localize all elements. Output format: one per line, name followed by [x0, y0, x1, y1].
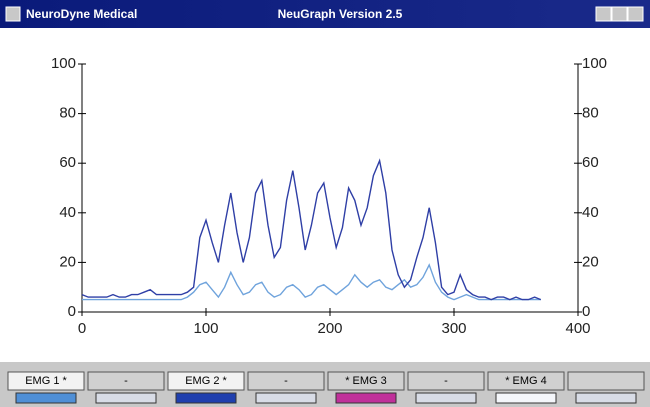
title-bar — [0, 0, 650, 28]
tab[interactable] — [407, 371, 485, 391]
plot: 0 20 40 60 80 100 0 20 40 60 80 100 0 100 200 300 400 — [51, 55, 607, 337]
y-tick-label: 80 — [59, 105, 76, 122]
color-swatch[interactable] — [415, 392, 477, 404]
y2-tick-label: 40 — [582, 204, 599, 221]
color-swatch[interactable] — [15, 392, 77, 404]
color-swatch[interactable] — [175, 392, 237, 404]
tab-label: - — [444, 375, 448, 387]
color-swatch[interactable] — [95, 392, 157, 404]
tab[interactable] — [327, 371, 405, 391]
y-tick-label: 60 — [59, 154, 76, 171]
y2-tick-label: 60 — [582, 154, 599, 171]
tab-label: * EMG 4 — [505, 375, 547, 387]
y-tick-label: 0 — [68, 303, 76, 320]
tab[interactable] — [567, 371, 645, 391]
maximize-button[interactable] — [611, 6, 628, 22]
tab[interactable] — [87, 371, 165, 391]
x-tick-label: 100 — [193, 320, 218, 337]
app-icon — [5, 6, 21, 22]
close-button[interactable] — [627, 6, 644, 22]
y-tick-label: 20 — [59, 253, 76, 270]
color-swatch[interactable] — [255, 392, 317, 404]
tab-label: - — [124, 375, 128, 387]
series-line — [82, 263, 541, 301]
y2-tick-label: 100 — [582, 55, 607, 72]
tab[interactable] — [7, 371, 85, 391]
tab-label: * EMG 3 — [345, 375, 387, 387]
tab-label: EMG 1 * — [25, 375, 67, 387]
tabs: EMG 1 * - EMG 2 * - * EMG 3 - * EMG 4 — [7, 371, 645, 404]
y-tick-label: 100 — [51, 55, 76, 72]
x-tick-label: 300 — [441, 320, 466, 337]
tab[interactable] — [487, 371, 565, 391]
window-title: NeuGraph Version 2.5 — [278, 7, 403, 21]
tab[interactable] — [247, 371, 325, 391]
app-name: NeuroDyne Medical — [26, 7, 137, 21]
y-tick-label: 40 — [59, 204, 76, 221]
series-line — [81, 158, 542, 301]
color-swatch[interactable] — [575, 392, 637, 404]
y2-tick-label: 0 — [582, 303, 590, 320]
y2-tick-label: 80 — [582, 105, 599, 122]
x-tick-label: 400 — [565, 320, 590, 337]
minimize-button[interactable] — [595, 6, 612, 22]
tab-label: EMG 2 * — [185, 375, 227, 387]
x-tick-label: 0 — [78, 320, 86, 337]
tab-label: - — [284, 375, 288, 387]
y2-tick-label: 20 — [582, 253, 599, 270]
color-swatch[interactable] — [335, 392, 397, 404]
tab[interactable] — [167, 371, 245, 391]
color-swatch[interactable] — [495, 392, 557, 404]
x-tick-label: 200 — [317, 320, 342, 337]
